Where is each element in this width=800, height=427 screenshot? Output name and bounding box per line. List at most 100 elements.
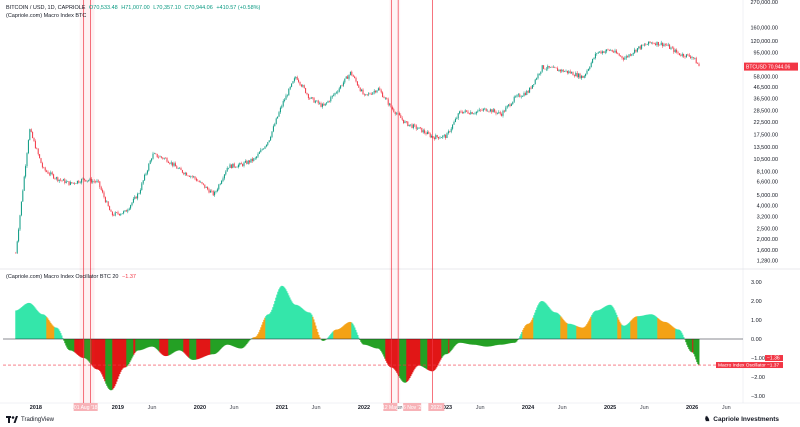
- oscillator-bar: [16, 310, 18, 339]
- candle-body: [419, 127, 421, 128]
- candle-body: [191, 176, 193, 177]
- oscillator-bar: [685, 339, 687, 343]
- oscillator-bar: [665, 322, 667, 339]
- oscillator-bar: [119, 339, 121, 374]
- candle-body: [431, 136, 433, 138]
- candle-body: [449, 131, 451, 132]
- oscillator-bar: [550, 309, 552, 339]
- candle-body: [505, 107, 507, 112]
- oscillator-area-group: [15, 285, 700, 391]
- indicator-legend[interactable]: (Capriole.com) Macro Index BTC: [6, 13, 88, 19]
- oscillator-bar: [478, 339, 480, 346]
- candle-body: [383, 97, 385, 99]
- oscillator-bar: [92, 339, 94, 367]
- tradingview-logo[interactable]: TradingView: [6, 416, 54, 423]
- oscillator-bar: [338, 329, 340, 339]
- oscillator-bar: [238, 339, 240, 349]
- oscillator-bar: [56, 327, 58, 339]
- oscillator-bar: [441, 339, 443, 358]
- oscillator-bar: [168, 339, 170, 356]
- oscillator-bar: [148, 339, 150, 348]
- candle-body: [223, 174, 225, 179]
- oscillator-bar: [60, 333, 62, 339]
- candle-body: [447, 131, 449, 134]
- oscillator-bar: [285, 289, 287, 339]
- oscillator-bar: [100, 339, 102, 373]
- candle-body: [351, 71, 353, 76]
- candle-body: [274, 123, 276, 127]
- oscillator-bar: [158, 339, 160, 352]
- oscillator-bar: [386, 339, 388, 363]
- candle-body: [209, 190, 211, 193]
- candle-body: [418, 127, 420, 129]
- candle-body: [398, 113, 400, 116]
- candle-body: [513, 96, 515, 102]
- oscillator-bar: [518, 338, 520, 339]
- oscillator-bar: [313, 319, 315, 339]
- oscillator-bar: [296, 304, 298, 339]
- oscillator-bar: [380, 339, 382, 351]
- candle-body: [263, 148, 265, 150]
- oscillator-bar: [620, 323, 622, 339]
- oscillator-bar: [329, 335, 331, 339]
- oscillator-bar: [20, 307, 22, 339]
- oscillator-bar: [378, 339, 380, 349]
- oscillator-bar: [282, 286, 284, 339]
- oscillator-bar: [411, 339, 413, 375]
- candle-body: [348, 74, 350, 79]
- candle-body: [358, 85, 360, 88]
- oscillator-bar: [316, 328, 318, 339]
- candle-body: [265, 144, 267, 147]
- oscillator-bar: [192, 339, 194, 360]
- candle-body: [380, 90, 382, 93]
- oscillator-bar: [210, 339, 212, 355]
- candle-body: [411, 124, 413, 128]
- oscillator-bar: [58, 329, 60, 339]
- time-tick-label: Jun: [230, 405, 239, 411]
- candle-body: [494, 109, 496, 112]
- last-price-symbol: BTCUSD: [746, 65, 767, 71]
- oscillator-bar: [646, 314, 648, 339]
- oscillator-bar: [332, 331, 334, 339]
- candle-body: [307, 94, 309, 99]
- oscillator-bar: [615, 312, 617, 339]
- oscillator-bar: [572, 324, 574, 339]
- candle-body: [506, 105, 508, 108]
- candle-body: [393, 109, 395, 112]
- oscillator-bar: [43, 314, 45, 339]
- candle-body: [656, 42, 658, 46]
- time-tick-label: 2025: [604, 405, 616, 411]
- oscillator-bar: [663, 321, 665, 339]
- oscillator-bar: [618, 319, 620, 339]
- oscillator-bar: [444, 339, 446, 355]
- oscillator-bar: [279, 287, 281, 339]
- candle-body: [552, 66, 554, 68]
- oscillator-bar: [494, 339, 496, 346]
- candle-body: [400, 115, 402, 119]
- oscillator-bar: [256, 335, 258, 339]
- candle-body: [621, 56, 623, 58]
- candle-body: [417, 128, 419, 130]
- oscillator-bar: [409, 339, 411, 378]
- candle-body: [391, 107, 393, 110]
- oscillator-bar: [213, 339, 215, 355]
- oscillator-legend[interactable]: (Capriole.com) Macro Index Oscillator BT…: [6, 274, 138, 280]
- oscillator-bar: [66, 339, 68, 348]
- oscillator-bar: [472, 339, 474, 345]
- candle-body: [477, 111, 479, 112]
- oscillator-bar: [85, 339, 87, 359]
- price-tick-label: 13,500.00: [754, 145, 778, 151]
- oscillator-bar: [453, 339, 455, 348]
- oscillator-bar: [365, 339, 367, 345]
- candle-body: [324, 103, 326, 106]
- capriole-logo[interactable]: ♞ Capriole Investments: [704, 415, 779, 424]
- candle-body: [568, 71, 570, 73]
- candle-body: [646, 44, 648, 45]
- candle-body: [583, 75, 585, 78]
- oscillator-bar: [576, 326, 578, 339]
- symbol-legend[interactable]: BITCOIN / USD, 1D, CAPRIOLE O70,533.48 H…: [6, 5, 262, 11]
- oscillator-bar: [499, 339, 501, 345]
- candle-body: [103, 192, 105, 198]
- candle-body: [464, 110, 466, 112]
